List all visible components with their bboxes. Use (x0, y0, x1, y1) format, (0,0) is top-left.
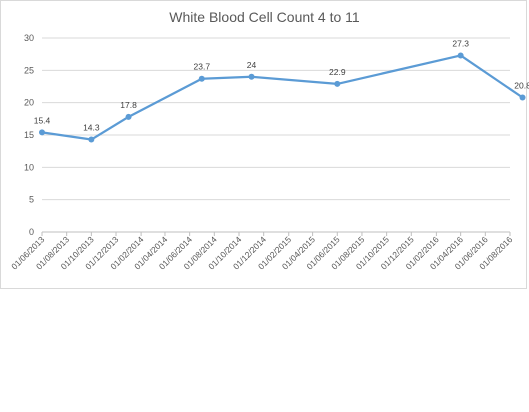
line-chart: 05101520253001/06/201301/08/201301/10/20… (9, 33, 529, 271)
data-label: 23.7 (194, 62, 211, 72)
series-line (41, 54, 524, 141)
y-tick-label: 30 (24, 33, 34, 43)
data-label: 15.4 (34, 115, 51, 125)
y-tick-label: 10 (24, 162, 34, 172)
data-label: 27.3 (452, 38, 469, 48)
data-point (39, 129, 45, 136)
data-point (198, 75, 205, 82)
chart-frame (0, 0, 527, 289)
y-tick-label: 15 (24, 130, 34, 140)
data-point (88, 136, 95, 143)
y-tick-label: 25 (24, 65, 34, 75)
y-tick-label: 5 (29, 195, 34, 205)
y-tick-label: 0 (29, 227, 34, 237)
data-label: 24 (247, 60, 257, 70)
data-label: 22.9 (329, 67, 346, 77)
data-point (457, 52, 464, 59)
data-point (125, 113, 132, 120)
data-point (248, 73, 255, 80)
data-label: 14.3 (83, 123, 100, 133)
data-label: 20.8 (514, 80, 529, 90)
chart-title: White Blood Cell Count 4 to 11 (169, 9, 360, 25)
data-label: 17.8 (120, 100, 137, 110)
y-tick-label: 20 (24, 98, 34, 108)
data-point (519, 94, 526, 101)
data-point (334, 80, 341, 87)
